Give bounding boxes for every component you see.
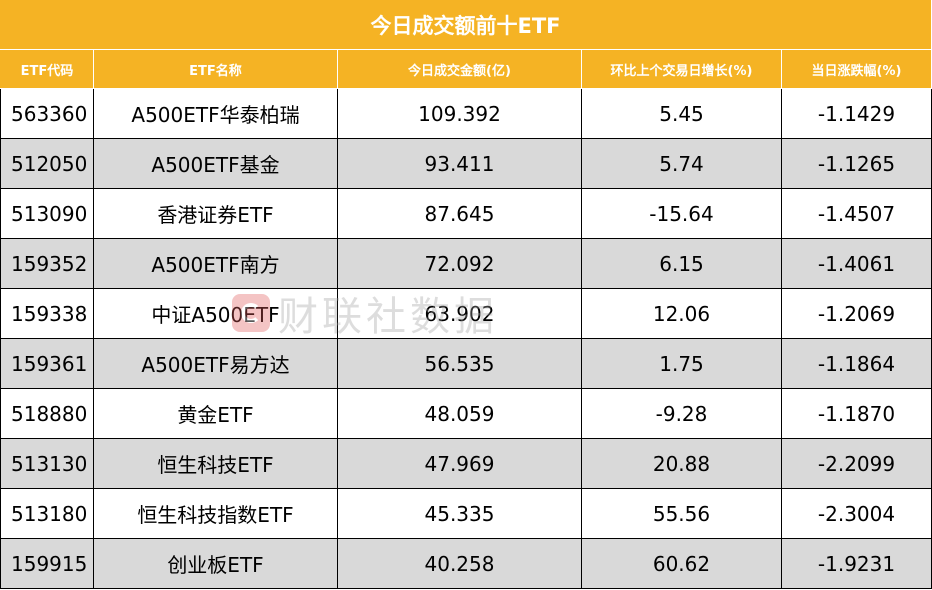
cell-growth: 20.88	[581, 438, 782, 489]
table-row: 513180 恒生科技指数ETF 45.335 55.56 -2.3004	[0, 488, 932, 539]
cell-turnover: 56.535	[337, 338, 582, 389]
cell-name: A500ETF华泰柏瑞	[93, 88, 338, 139]
col-header-turnover: 今日成交金额(亿)	[337, 49, 582, 89]
cell-code: 159361	[0, 338, 94, 389]
cell-change: -1.4061	[781, 238, 932, 289]
cell-change: -2.3004	[781, 488, 932, 539]
cell-code: 513130	[0, 438, 94, 489]
cell-code: 159352	[0, 238, 94, 289]
col-header-code: ETF代码	[0, 49, 94, 89]
table-row: 513090 香港证券ETF 87.645 -15.64 -1.4507	[0, 188, 932, 239]
cell-growth: 12.06	[581, 288, 782, 339]
cell-name: 恒生科技指数ETF	[93, 488, 338, 539]
cell-turnover: 45.335	[337, 488, 582, 539]
table-row: 159352 A500ETF南方 72.092 6.15 -1.4061	[0, 238, 932, 289]
cell-name: A500ETF易方达	[93, 338, 338, 389]
cell-name: 创业板ETF	[93, 538, 338, 589]
cell-growth: -15.64	[581, 188, 782, 239]
cell-turnover: 87.645	[337, 188, 582, 239]
table-row: 159915 创业板ETF 40.258 60.62 -1.9231	[0, 538, 932, 589]
cell-change: -1.9231	[781, 538, 932, 589]
cell-change: -1.4507	[781, 188, 932, 239]
cell-change: -1.1265	[781, 138, 932, 189]
cell-code: 159915	[0, 538, 94, 589]
cell-growth: 55.56	[581, 488, 782, 539]
cell-name: 中证A500ETF	[93, 288, 338, 339]
cell-change: -2.2099	[781, 438, 932, 489]
table-title: 今日成交额前十ETF	[0, 0, 931, 50]
cell-change: -1.1864	[781, 338, 932, 389]
cell-name: 恒生科技ETF	[93, 438, 338, 489]
etf-turnover-table: ETF代码 ETF名称 今日成交金额(亿) 环比上个交易日增长(%) 当日涨跌幅…	[0, 49, 932, 589]
cell-turnover: 63.902	[337, 288, 582, 339]
cell-name: 黄金ETF	[93, 388, 338, 439]
cell-name: A500ETF基金	[93, 138, 338, 189]
table-row: 513130 恒生科技ETF 47.969 20.88 -2.2099	[0, 438, 932, 489]
cell-turnover: 47.969	[337, 438, 582, 489]
col-header-change: 当日涨跌幅(%)	[781, 49, 932, 89]
header-row: ETF代码 ETF名称 今日成交金额(亿) 环比上个交易日增长(%) 当日涨跌幅…	[0, 49, 932, 89]
cell-growth: 5.74	[581, 138, 782, 189]
cell-change: -1.1429	[781, 88, 932, 139]
cell-change: -1.1870	[781, 388, 932, 439]
col-header-growth: 环比上个交易日增长(%)	[581, 49, 782, 89]
col-header-name: ETF名称	[93, 49, 338, 89]
cell-growth: 1.75	[581, 338, 782, 389]
cell-name: A500ETF南方	[93, 238, 338, 289]
cell-code: 518880	[0, 388, 94, 439]
cell-code: 159338	[0, 288, 94, 339]
cell-code: 513090	[0, 188, 94, 239]
cell-name: 香港证券ETF	[93, 188, 338, 239]
table-row: 518880 黄金ETF 48.059 -9.28 -1.1870	[0, 388, 932, 439]
cell-turnover: 48.059	[337, 388, 582, 439]
cell-turnover: 40.258	[337, 538, 582, 589]
cell-growth: 60.62	[581, 538, 782, 589]
table-row: 159338 中证A500ETF 63.902 12.06 -1.2069	[0, 288, 932, 339]
cell-growth: -9.28	[581, 388, 782, 439]
table-row: 159361 A500ETF易方达 56.535 1.75 -1.1864	[0, 338, 932, 389]
cell-turnover: 72.092	[337, 238, 582, 289]
table-row: 563360 A500ETF华泰柏瑞 109.392 5.45 -1.1429	[0, 88, 932, 139]
cell-change: -1.2069	[781, 288, 932, 339]
cell-code: 512050	[0, 138, 94, 189]
cell-growth: 5.45	[581, 88, 782, 139]
cell-turnover: 109.392	[337, 88, 582, 139]
cell-code: 513180	[0, 488, 94, 539]
cell-code: 563360	[0, 88, 94, 139]
cell-turnover: 93.411	[337, 138, 582, 189]
cell-growth: 6.15	[581, 238, 782, 289]
table-row: 512050 A500ETF基金 93.411 5.74 -1.1265	[0, 138, 932, 189]
